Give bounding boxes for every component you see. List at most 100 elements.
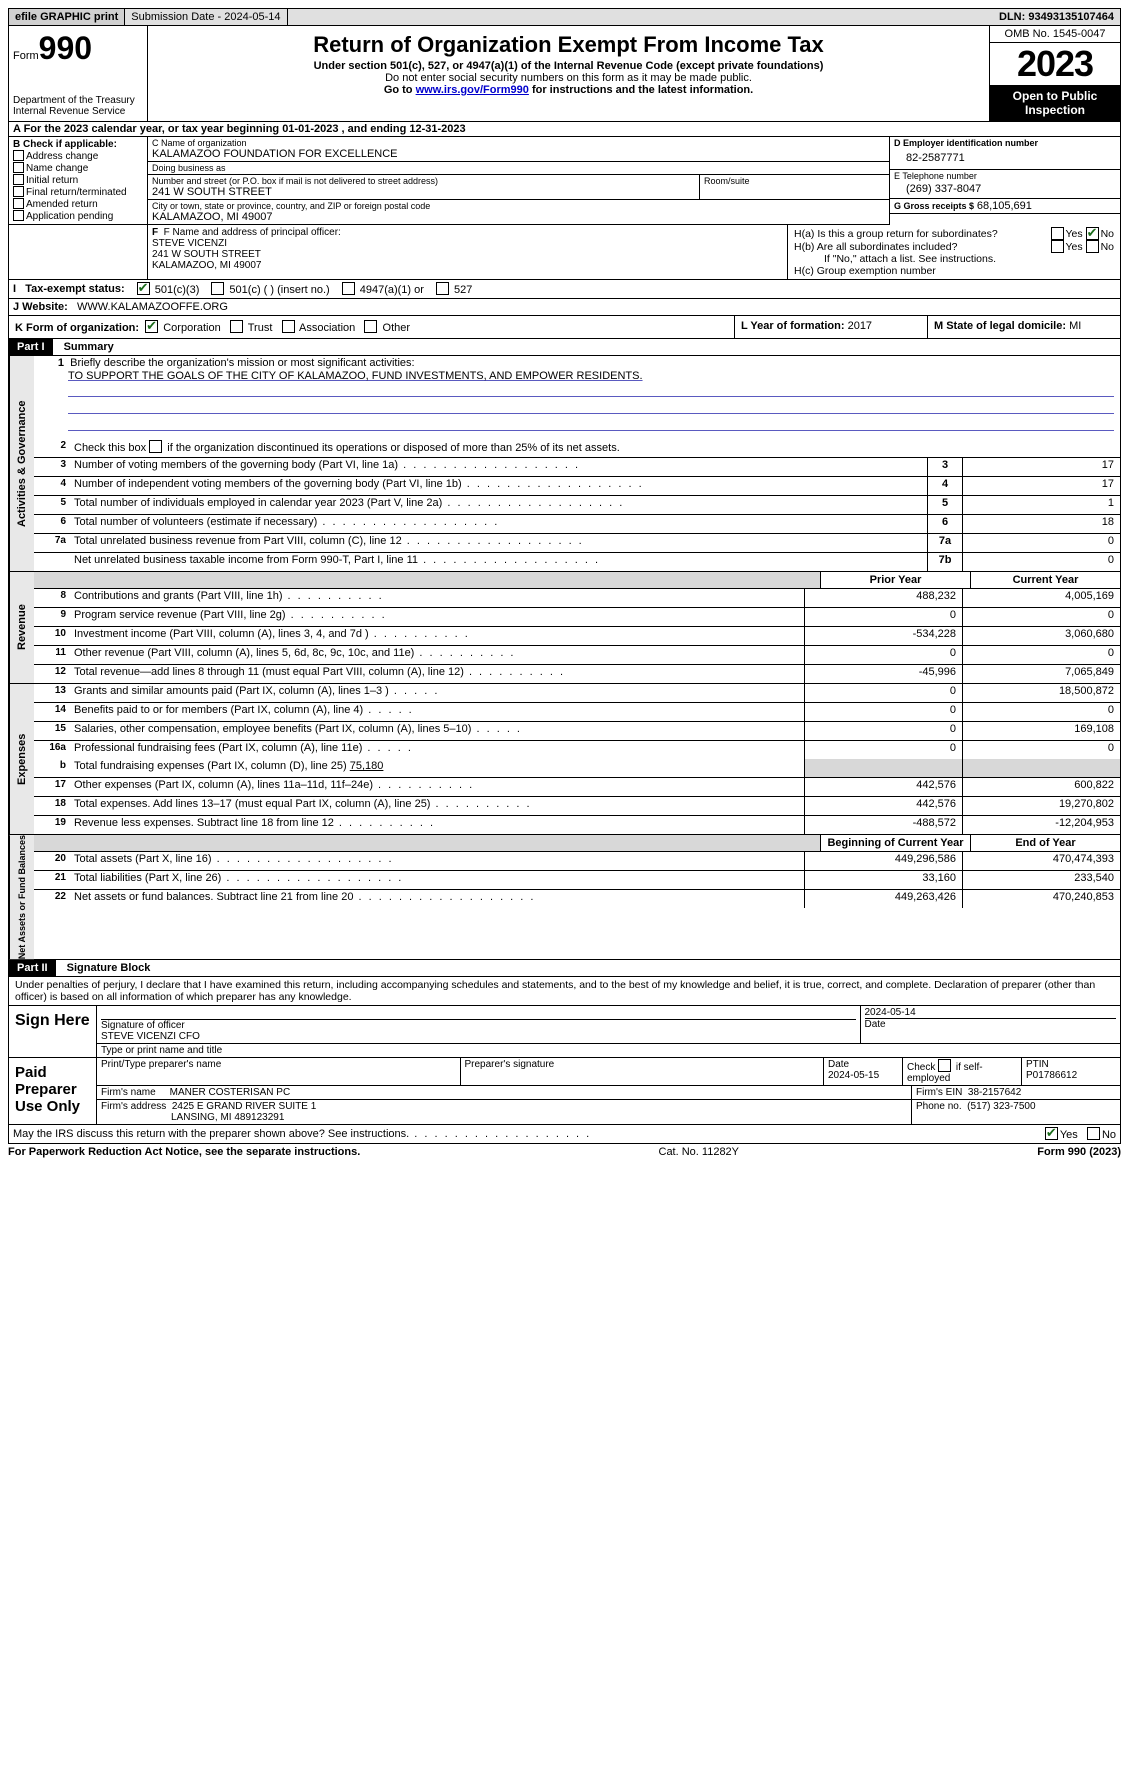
cb-address-change[interactable] <box>13 150 24 161</box>
cb-hb-yes[interactable] <box>1051 240 1064 253</box>
line-num: 17 <box>34 778 70 796</box>
row-a-tax-year: A For the 2023 calendar year, or tax yea… <box>8 122 1121 137</box>
cb-ha-yes[interactable] <box>1051 227 1064 240</box>
line-num: 21 <box>34 871 70 889</box>
cb-self-employed[interactable] <box>938 1059 951 1072</box>
submission-date: Submission Date - 2024-05-14 <box>125 9 287 25</box>
efile-print-button[interactable]: efile GRAPHIC print <box>9 9 125 25</box>
form-number: Form990 <box>13 30 143 67</box>
cb-corp[interactable] <box>145 320 158 333</box>
cb-trust[interactable] <box>230 320 243 333</box>
line-2-desc: Check this box if the organization disco… <box>70 439 1120 457</box>
cb-hb-no[interactable] <box>1086 240 1099 253</box>
cb-final-return[interactable] <box>13 186 24 197</box>
firm-ein-label: Firm's EIN <box>916 1087 962 1098</box>
tax-year: 2023 <box>990 43 1120 85</box>
cb-discuss-yes[interactable] <box>1045 1127 1058 1140</box>
line-num: 19 <box>34 816 70 834</box>
firm-name-value: MANER COSTERISAN PC <box>170 1087 291 1098</box>
part-i-title: Summary <box>56 339 122 355</box>
fin-line: 16a Professional fundraising fees (Part … <box>34 741 1120 759</box>
line-curr: 4,005,169 <box>962 589 1120 607</box>
hdr-prior-year: Prior Year <box>820 572 970 588</box>
line-amt: 0 <box>962 534 1120 552</box>
line-2-num: 2 <box>34 439 70 457</box>
self-employed-cell: Check if self-employed <box>903 1058 1022 1085</box>
line-desc: Number of voting members of the governin… <box>70 458 927 476</box>
paid-preparer-label: Paid Preparer Use Only <box>9 1058 97 1124</box>
mission-blank-2 <box>68 399 1114 414</box>
box-e-label: E Telephone number <box>894 171 1116 181</box>
cb-app-pending[interactable] <box>13 210 24 221</box>
line-desc: Benefits paid to or for members (Part IX… <box>70 703 804 721</box>
line-num: 7a <box>34 534 70 552</box>
opt-other: Other <box>383 322 411 334</box>
opt-4947: 4947(a)(1) or <box>360 284 424 296</box>
line-amt: 0 <box>962 553 1120 571</box>
line-amt: 17 <box>962 477 1120 495</box>
cb-assoc[interactable] <box>282 320 295 333</box>
city-label: City or town, state or province, country… <box>152 201 885 211</box>
fin-line: 18 Total expenses. Add lines 13–17 (must… <box>34 797 1120 816</box>
ptin-value: P01786612 <box>1026 1070 1077 1081</box>
line-box: 7b <box>927 553 962 571</box>
cb-501c[interactable] <box>211 282 224 295</box>
cb-amended[interactable] <box>13 198 24 209</box>
line-num: 10 <box>34 627 70 645</box>
irs-link[interactable]: www.irs.gov/Form990 <box>416 84 529 96</box>
line-num: 8 <box>34 589 70 607</box>
fin-line: 19 Revenue less expenses. Subtract line … <box>34 816 1120 834</box>
discuss-no: No <box>1102 1129 1116 1141</box>
hb-yes: Yes <box>1066 241 1083 253</box>
dept-treasury: Department of the Treasury Internal Reve… <box>13 95 143 117</box>
form-subtitle: Under section 501(c), 527, or 4947(a)(1)… <box>152 60 985 72</box>
line-prior: 0 <box>804 684 962 702</box>
box-d-label: D Employer identification number <box>894 138 1116 148</box>
line-desc: Salaries, other compensation, employee b… <box>70 722 804 740</box>
line-curr: 600,822 <box>962 778 1120 796</box>
vtab-net-assets: Net Assets or Fund Balances <box>9 835 34 959</box>
cb-4947[interactable] <box>342 282 355 295</box>
line-num: 4 <box>34 477 70 495</box>
line-curr: 169,108 <box>962 722 1120 740</box>
fin-line: 12 Total revenue—add lines 8 through 11 … <box>34 665 1120 683</box>
line-prior: 442,576 <box>804 797 962 815</box>
expenses-section: Expenses 13 Grants and similar amounts p… <box>8 684 1121 835</box>
cb-527[interactable] <box>436 282 449 295</box>
line-desc: Total unrelated business revenue from Pa… <box>70 534 927 552</box>
box-b-header: B Check if applicable: <box>13 139 143 150</box>
line-desc: Total expenses. Add lines 13–17 (must eq… <box>70 797 804 815</box>
cb-discontinued[interactable] <box>149 440 162 453</box>
cb-initial-return[interactable] <box>13 174 24 185</box>
cb-discuss-no[interactable] <box>1087 1127 1100 1140</box>
sign-here-label: Sign Here <box>9 1006 97 1057</box>
state-domicile: MI <box>1069 320 1081 332</box>
cb-name-change[interactable] <box>13 162 24 173</box>
org-info-block: B Check if applicable: Address change Na… <box>8 137 1121 225</box>
line-num: 5 <box>34 496 70 514</box>
line-curr: 0 <box>962 608 1120 626</box>
line-prior: -534,228 <box>804 627 962 645</box>
box-j-label: J Website: <box>13 301 68 313</box>
opt-assoc: Association <box>299 322 355 334</box>
line-desc: Net assets or fund balances. Subtract li… <box>70 890 804 908</box>
tax-exempt-status: I Tax-exempt status: 501(c)(3) 501(c) ( … <box>8 280 1121 299</box>
cb-other[interactable] <box>364 320 377 333</box>
gov-line: 7a Total unrelated business revenue from… <box>34 534 1120 553</box>
fin-line: 15 Salaries, other compensation, employe… <box>34 722 1120 741</box>
cb-501c3[interactable] <box>137 282 150 295</box>
officer-addr2: KALAMAZOO, MI 49007 <box>152 260 783 271</box>
sig-officer-name: STEVE VICENZI CFO <box>101 1031 856 1042</box>
line-prior: -488,572 <box>804 816 962 834</box>
h-c-label: H(c) Group exemption number <box>794 265 1114 277</box>
cb-ha-no[interactable] <box>1086 227 1099 240</box>
vtab-gov: Activities & Governance <box>9 356 34 571</box>
firm-addr1: 2425 E GRAND RIVER SUITE 1 <box>172 1101 317 1112</box>
opt-final-return: Final return/terminated <box>26 187 127 198</box>
fin-line: 10 Investment income (Part VIII, column … <box>34 627 1120 646</box>
top-bar: efile GRAPHIC print Submission Date - 20… <box>8 8 1121 26</box>
line-16b-num: b <box>34 759 70 777</box>
line-amt: 18 <box>962 515 1120 533</box>
mission-blank-1 <box>68 382 1114 397</box>
ptin-label: PTIN <box>1026 1059 1049 1070</box>
